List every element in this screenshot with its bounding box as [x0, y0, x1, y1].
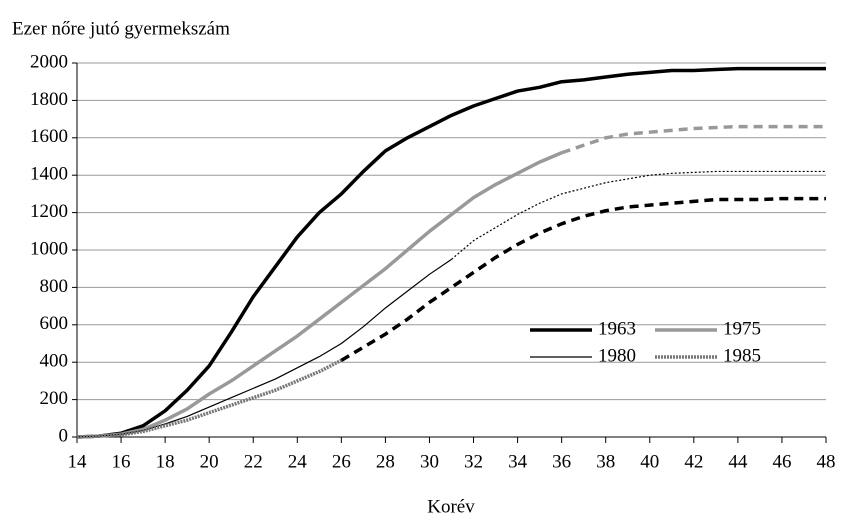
series-line [76, 66, 826, 439]
x-tick-label: 18 [156, 451, 175, 472]
projection-line [451, 170, 826, 260]
x-tick-label: 40 [640, 451, 659, 472]
series-line [76, 151, 563, 439]
legend-label: 1963 [598, 318, 636, 339]
y-tick-label: 800 [40, 276, 69, 297]
x-tick-label: 44 [728, 451, 748, 472]
x-tick-label: 30 [420, 451, 439, 472]
series-line [76, 358, 343, 439]
y-tick-label: 200 [40, 388, 69, 409]
x-tick-label: 28 [376, 451, 395, 472]
x-tick-label: 24 [288, 451, 308, 472]
x-tick-label: 34 [508, 451, 528, 472]
x-tick-label: 42 [684, 451, 703, 472]
projection-line [340, 196, 826, 362]
x-tick-label: 48 [817, 451, 836, 472]
y-tick-label: 1800 [30, 89, 68, 110]
y-tick-label: 600 [40, 313, 69, 334]
chart-title: Ezer nőre jutó gyermekszám [12, 18, 230, 39]
legend-label: 1980 [598, 345, 636, 366]
x-tick-label: 38 [596, 451, 615, 472]
x-tick-label: 16 [112, 451, 131, 472]
y-tick-label: 2000 [30, 51, 68, 72]
y-tick-label: 1000 [30, 238, 68, 259]
x-tick-label: 32 [464, 451, 483, 472]
legend-label: 1975 [723, 318, 761, 339]
y-tick-label: 1200 [30, 201, 68, 222]
projection-line [561, 124, 826, 155]
x-tick-label: 22 [244, 451, 263, 472]
y-tick-label: 400 [40, 351, 69, 372]
x-axis-label: Korév [427, 496, 475, 517]
x-tick-label: 36 [552, 451, 571, 472]
x-tick-label: 14 [68, 451, 88, 472]
y-tick-label: 0 [59, 425, 69, 446]
x-tick-label: 26 [332, 451, 351, 472]
x-tick-label: 46 [772, 451, 791, 472]
y-tick-label: 1600 [30, 126, 68, 147]
y-tick-label: 1400 [30, 164, 68, 185]
legend-label: 1985 [723, 345, 761, 366]
series-line [76, 258, 452, 438]
x-tick-label: 20 [200, 451, 219, 472]
